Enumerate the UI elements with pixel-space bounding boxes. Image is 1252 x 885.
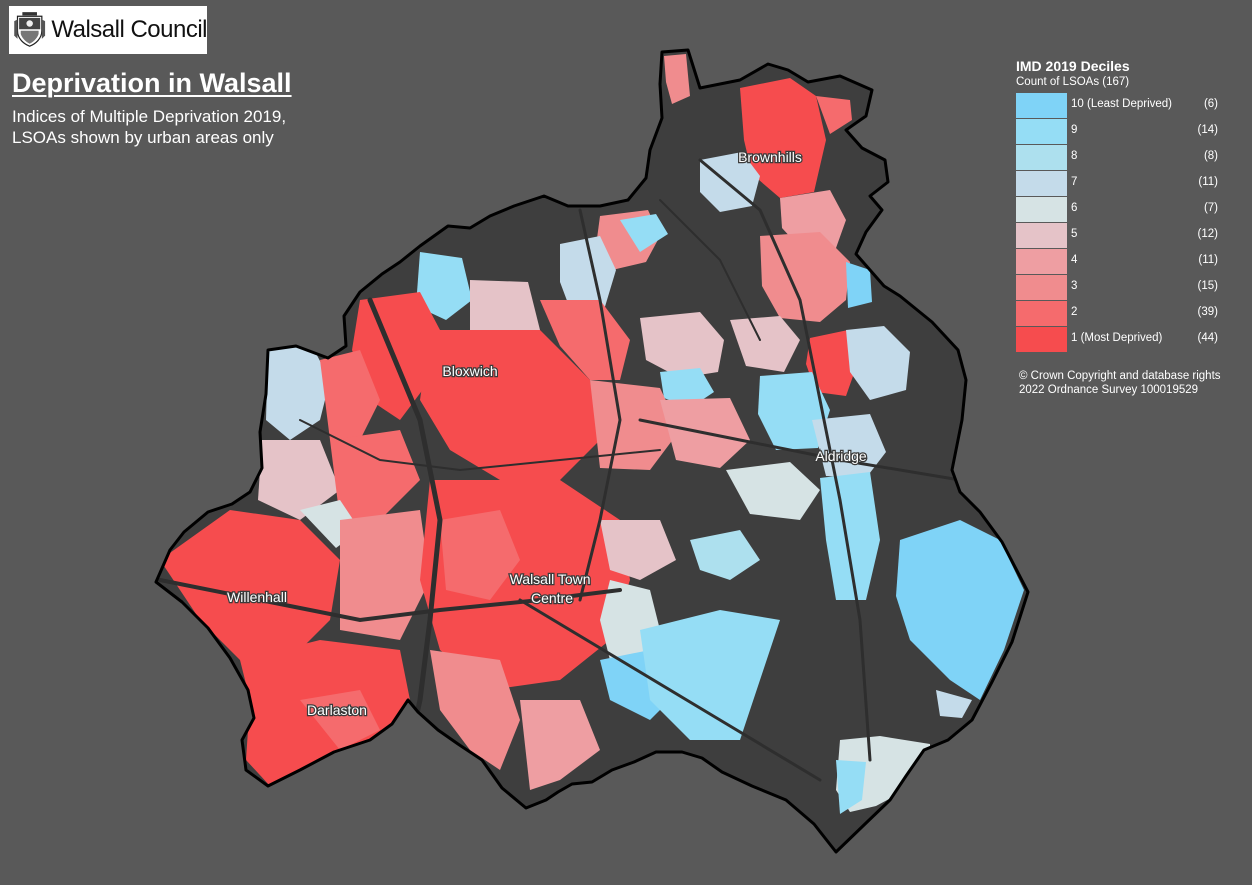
legend-swatch [1016,197,1067,222]
legend-row: 1 (Most Deprived) (44) [1016,327,1226,353]
place-label-brownhills: Brownhills [738,149,802,165]
council-crest-icon [14,12,46,47]
area-pheasey-west [690,530,760,580]
legend-count: (44) [1197,332,1218,344]
area-pelsall-east [620,214,668,252]
area-park-hall-east [640,610,780,740]
legend-label: 3 [1071,280,1078,292]
legend-row: 3 (15) [1016,275,1226,301]
legend-row: 5 (12) [1016,223,1226,249]
legend-swatch [1016,119,1067,144]
legend-swatch [1016,249,1067,274]
area-pleck [430,650,520,770]
area-shelfield [730,316,800,372]
place-label-bloxwich: Bloxwich [442,363,497,379]
area-streetly [896,520,1024,700]
council-name: Walsall Council [51,16,207,43]
legend-count: (12) [1197,228,1218,240]
area-rushall-south [660,368,714,408]
area-highgate [600,520,676,580]
legend-label: 8 [1071,150,1078,162]
legend-title: IMD 2019 Deciles [1016,58,1130,74]
area-darlaston-south [300,690,380,750]
area-bloxwich-north [416,252,472,320]
area-streetly-north [820,472,880,600]
legend-rows: 10 (Least Deprived) (6) 9 (14) 8 (8) 7 (11) 6 (7)… [1016,93,1226,353]
place-label-willenhall: Willenhall [227,589,287,605]
area-palfrey-south [520,700,600,790]
area-aldridge-south [726,462,820,520]
area-willenhall-northeast [330,430,420,520]
page-subtitle: Indices of Multiple Deprivation 2019, LS… [12,107,287,147]
area-aldridge-northeast [846,326,910,400]
area-brownhills-centre [740,78,826,198]
legend-row: 8 (8) [1016,145,1226,171]
legend-swatch [1016,93,1067,118]
legend-row: 6 (7) [1016,197,1226,223]
area-rushall [640,312,724,378]
map-legend: IMD 2019 Deciles Count of LSOAs (167) 10… [1016,58,1226,353]
legend-swatch [1016,327,1067,352]
legend-row: 7 (11) [1016,171,1226,197]
area-willenhall-north [258,440,340,520]
legend-label: 9 [1071,124,1078,136]
area-brownhills-north [816,96,852,134]
area-leamore [540,300,630,380]
legend-label: 10 (Least Deprived) [1071,98,1172,110]
area-new-invention [320,350,380,440]
area-bloxwich-northeast [470,280,540,340]
legend-subtitle: Count of LSOAs (167) [1016,76,1130,88]
legend-row: 2 (39) [1016,301,1226,327]
legend-swatch [1016,301,1067,326]
legend-row: 4 (11) [1016,249,1226,275]
legend-swatch [1016,275,1067,300]
legend-count: (11) [1198,176,1218,188]
legend-count: (11) [1198,254,1218,266]
legend-swatch [1016,171,1067,196]
legend-label: 2 [1071,306,1078,318]
legend-count: (7) [1203,202,1218,214]
area-north-tip [664,54,690,104]
legend-count: (14) [1197,124,1218,136]
place-label-walsall-town-centre: Walsall Town Centre [510,571,595,606]
legend-label: 4 [1071,254,1078,266]
legend-count: (8) [1203,150,1218,162]
legend-label: 7 [1071,176,1078,188]
area-caldmore [440,510,520,600]
page-title: Deprivation in Walsall [12,68,292,98]
area-south-tip-west [836,760,866,814]
area-willenhall [160,510,340,660]
legend-row: 9 (14) [1016,119,1226,145]
place-label-darlaston: Darlaston [307,702,367,718]
area-bloxwich-centre [420,330,600,480]
area-streetly-south [936,690,972,718]
legend-label: 5 [1071,228,1078,240]
copyright-notice: © Crown Copyright and database rights 20… [1019,370,1221,396]
area-short-heath [266,342,330,440]
legend-count: (39) [1197,306,1218,318]
council-logo: Walsall Council [9,6,207,54]
borough-boundary [154,48,1030,854]
area-aldridge-centre [812,414,886,478]
legend-row: 10 (Least Deprived) (6) [1016,93,1226,119]
area-aldridge-west [758,372,830,450]
area-walsall-wood [760,232,850,322]
legend-label: 6 [1071,202,1078,214]
area-walsall-wood-east [846,262,872,308]
road-network [158,158,962,793]
place-label-aldridge: Aldridge [815,448,867,464]
legend-count: (6) [1203,98,1218,110]
area-aldridge-north [806,330,858,396]
area-bentley [340,510,430,640]
legend-swatch [1016,223,1067,248]
area-pelsall [560,236,616,314]
legend-count: (15) [1197,280,1218,292]
area-birchills-east [590,380,680,470]
legend-swatch [1016,145,1067,170]
legend-label: 1 (Most Deprived) [1071,332,1163,344]
